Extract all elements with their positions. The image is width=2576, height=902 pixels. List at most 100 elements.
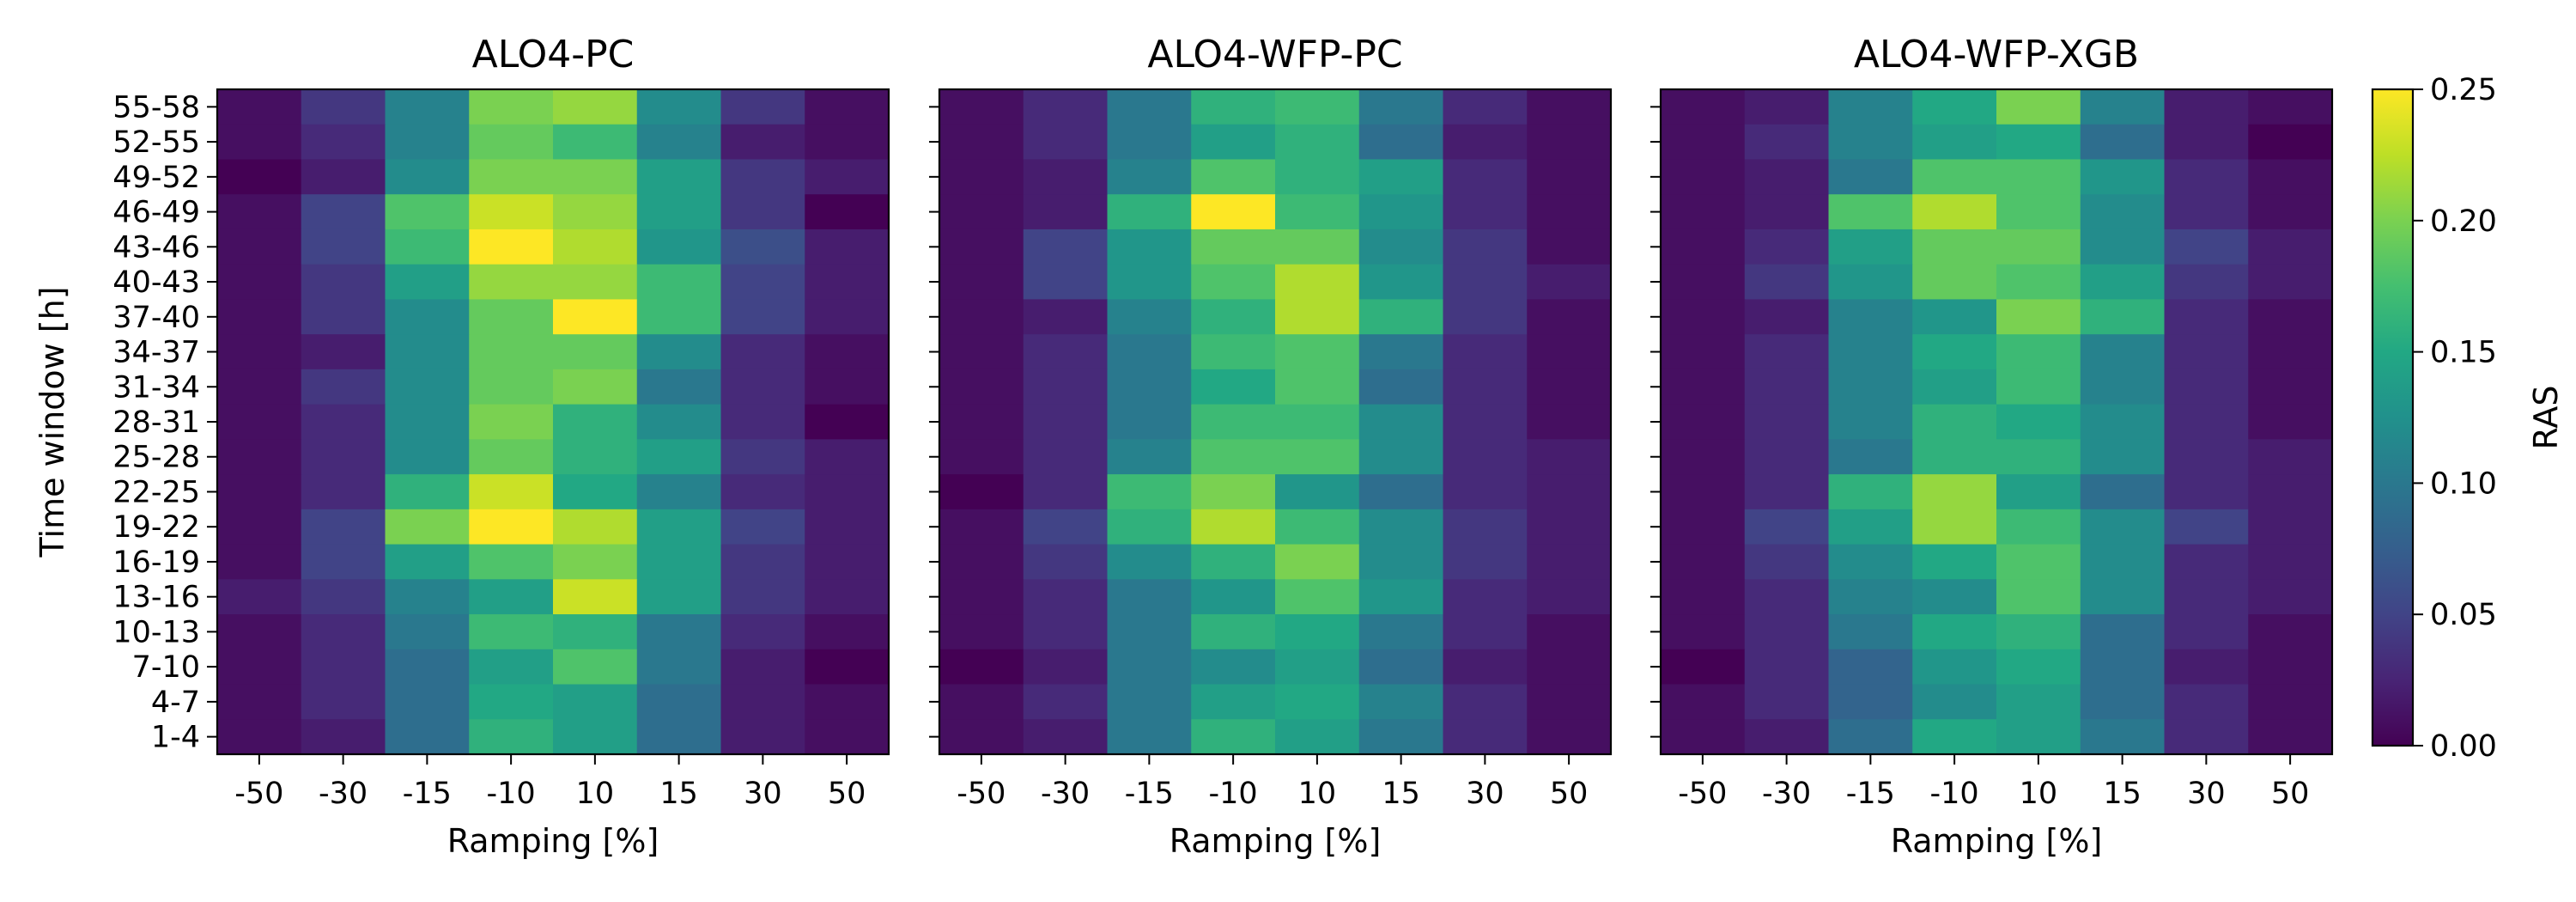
heatmap-cell [1358,264,1444,301]
heatmap-cell [385,579,470,615]
heatmap-cell [1191,649,1276,686]
heatmap-cell [2164,544,2249,580]
x-tick-label: -15 [1125,777,1174,811]
heatmap-cell [1527,509,1612,545]
heatmap-cell [1661,474,1746,510]
heatmap-cell [217,684,302,720]
x-tick-label: -15 [1846,777,1895,811]
colorbar-tick-label: 0.00 [2430,729,2497,764]
y-tick-label: 31-34 [112,370,200,405]
heatmap-cell [2080,579,2166,615]
heatmap-cell [469,649,554,686]
heatmap-cell [385,614,470,650]
heatmap-cell [1191,299,1276,335]
heatmap-cell [553,579,638,615]
heatmap-cell [2080,89,2166,125]
heatmap-cell [2248,124,2333,161]
heatmap-cell [217,719,302,755]
heatmap-cell [805,439,890,475]
heatmap-cell [1744,684,1830,720]
heatmap-cell [939,439,1024,475]
heatmap-cell [217,124,302,161]
heatmap-cell [1023,229,1109,265]
heatmap-cell [1996,684,2081,720]
heatmap-cell [1996,264,2081,301]
heatmap-cell [1358,439,1444,475]
heatmap-cell [805,614,890,650]
heatmap-cell [1828,124,1913,161]
heatmap-cell [720,124,805,161]
heatmap-cell [1191,544,1276,580]
heatmap-cell [1023,544,1109,580]
heatmap-cell [1023,299,1109,335]
heatmap-cell [2164,404,2249,440]
heatmap-cell [1661,124,1746,161]
heatmap-cell [939,474,1024,510]
panel-title: ALO4-WFP-XGB [1854,33,2139,76]
heatmap-cell [1275,369,1360,405]
heatmap-cell [1275,684,1360,720]
heatmap-cell [1661,194,1746,230]
heatmap-cell [2080,299,2166,335]
heatmap-cell [1443,264,1528,301]
heatmap-cell [1107,544,1192,580]
heatmap-cell [1191,439,1276,475]
heatmap-cell [1107,264,1192,301]
heatmap-cell [1191,89,1276,125]
heatmap-cell [1828,299,1913,335]
heatmap-cell [1661,334,1746,370]
heatmap-cell [301,334,386,370]
heatmap-cell [385,474,470,510]
heatmap-cell [1828,544,1913,580]
heatmap-cell [805,159,890,195]
heatmap-cell [939,264,1024,301]
heatmap-cell [1744,544,1830,580]
heatmap-cell [939,124,1024,161]
heatmap-cell [2164,89,2249,125]
heatmap-cell [805,474,890,510]
heatmap-cell [2248,509,2333,545]
heatmap-cell [1744,334,1830,370]
heatmap-cell [469,159,554,195]
heatmap-cell [1443,719,1528,755]
heatmap-cell [1107,684,1192,720]
heatmap-cell [1996,334,2081,370]
heatmap-cell [1661,614,1746,650]
heatmap-cell [301,159,386,195]
x-tick-label: 15 [1382,777,1420,811]
heatmap-cell [720,509,805,545]
heatmap-cell [2080,369,2166,405]
heatmap-cell [2164,719,2249,755]
y-axis-label: Time window [h] [33,286,71,558]
heatmap-cell [720,159,805,195]
heatmap-cell [1527,229,1612,265]
heatmap-cell [469,299,554,335]
heatmap-cell [805,719,890,755]
heatmap-cell [1912,404,1997,440]
heatmap-cell [385,649,470,686]
heatmap-cell [636,334,722,370]
y-tick-label: 37-40 [112,301,200,335]
heatmap-cell [1191,124,1276,161]
colorbar-tick-label: 0.20 [2430,204,2497,239]
heatmap-cell [720,684,805,720]
heatmap-cell [1107,299,1192,335]
heatmap-cell [1023,369,1109,405]
heatmap-cell [1107,194,1192,230]
heatmap-cell [1023,264,1109,301]
heatmap-panel-3: ALO4-WFP-XGB -50 -30 -15 -10 10 15 30 50 Ramping … [1650,33,2334,860]
heatmap-cell [1275,264,1360,301]
heatmap-cell [636,684,722,720]
heatmap-cell [2164,614,2249,650]
heatmap-cell [1191,159,1276,195]
heatmap-cell [217,89,302,125]
heatmap-cell [1912,439,1997,475]
heatmap-cell [1661,264,1746,301]
heatmap-cell [1912,684,1997,720]
heatmap-cell [1912,264,1997,301]
heatmap-cell [939,334,1024,370]
heatmap-cell [553,544,638,580]
heatmap-cell [1443,299,1528,335]
heatmap-cell [1912,89,1997,125]
